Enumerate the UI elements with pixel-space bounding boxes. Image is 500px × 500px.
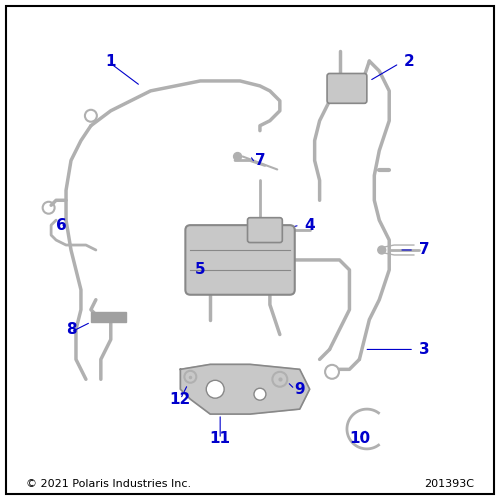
Circle shape: [206, 380, 224, 398]
Text: 201393C: 201393C: [424, 478, 474, 488]
Text: 6: 6: [56, 218, 66, 232]
Circle shape: [378, 246, 386, 254]
Circle shape: [234, 152, 241, 160]
Polygon shape: [180, 364, 310, 414]
Text: © 2021 Polaris Industries Inc.: © 2021 Polaris Industries Inc.: [26, 478, 192, 488]
Text: 12: 12: [170, 392, 191, 406]
Circle shape: [254, 388, 266, 400]
Text: 7: 7: [418, 242, 430, 258]
FancyBboxPatch shape: [327, 74, 367, 104]
FancyBboxPatch shape: [248, 218, 282, 242]
Text: 8: 8: [66, 322, 76, 337]
Text: 11: 11: [210, 432, 231, 446]
Text: 10: 10: [349, 432, 370, 446]
FancyBboxPatch shape: [186, 225, 295, 294]
Text: 2: 2: [404, 54, 414, 68]
Text: 5: 5: [195, 262, 205, 278]
Text: 3: 3: [418, 342, 430, 357]
Text: 9: 9: [294, 382, 305, 396]
Text: 1: 1: [106, 54, 116, 68]
Text: 7: 7: [254, 153, 266, 168]
Text: 4: 4: [304, 218, 315, 232]
Bar: [91, 312, 126, 322]
